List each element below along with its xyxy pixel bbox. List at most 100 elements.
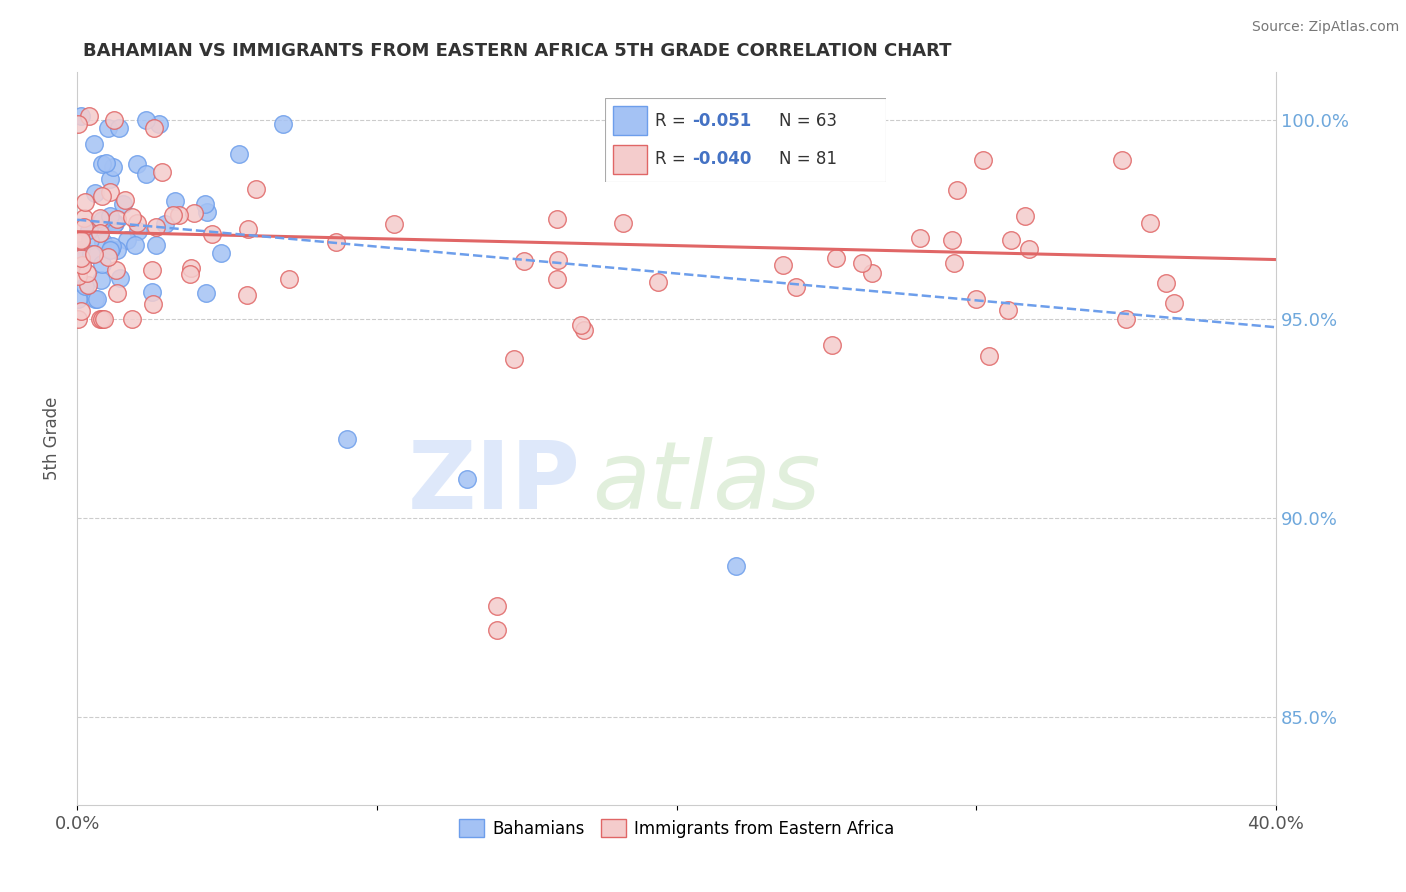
- Point: [547, 253, 569, 268]
- Point: [77, 109, 100, 123]
- Point: [169, 208, 191, 222]
- Point: [108, 121, 131, 136]
- Point: [111, 197, 134, 211]
- Point: [485, 623, 508, 637]
- Point: [946, 183, 969, 197]
- Point: [100, 242, 122, 256]
- Point: [91, 157, 114, 171]
- Point: [941, 233, 963, 247]
- Point: [612, 216, 634, 230]
- Point: [79, 233, 101, 247]
- Point: [73, 194, 96, 209]
- Point: [785, 280, 807, 294]
- Point: [1163, 296, 1185, 310]
- Legend: Bahamians, Immigrants from Eastern Africa: Bahamians, Immigrants from Eastern Afric…: [451, 813, 901, 845]
- Point: [121, 312, 143, 326]
- Point: [70, 233, 93, 247]
- Point: [105, 262, 128, 277]
- Point: [121, 210, 143, 224]
- Y-axis label: 5th Grade: 5th Grade: [44, 397, 60, 481]
- Point: [162, 208, 184, 222]
- Point: [90, 212, 112, 227]
- Point: [90, 189, 112, 203]
- Point: [67, 117, 90, 131]
- Point: [382, 218, 405, 232]
- Point: [103, 113, 125, 128]
- Point: [70, 253, 93, 268]
- Point: [127, 224, 149, 238]
- Point: [83, 186, 105, 200]
- Point: [236, 287, 259, 301]
- Point: [77, 278, 100, 293]
- Point: [200, 227, 222, 241]
- Point: [512, 254, 534, 268]
- Point: [977, 349, 1000, 363]
- Text: Source: ZipAtlas.com: Source: ZipAtlas.com: [1251, 20, 1399, 34]
- Point: [647, 275, 669, 289]
- Point: [69, 252, 91, 266]
- Point: [70, 234, 93, 248]
- Point: [143, 121, 166, 136]
- Point: [97, 251, 120, 265]
- Point: [69, 244, 91, 258]
- Point: [942, 256, 965, 270]
- Point: [1139, 216, 1161, 230]
- Point: [90, 273, 112, 287]
- Point: [103, 217, 125, 231]
- Point: [194, 196, 217, 211]
- Point: [72, 258, 94, 272]
- Point: [180, 261, 202, 276]
- Point: [115, 234, 138, 248]
- Point: [83, 247, 105, 261]
- Point: [135, 113, 157, 128]
- Point: [66, 312, 89, 326]
- Point: [105, 212, 128, 227]
- Point: [211, 246, 233, 260]
- Point: [1014, 209, 1036, 223]
- Point: [83, 137, 105, 152]
- Point: [76, 266, 98, 280]
- Point: [228, 147, 250, 161]
- Point: [70, 303, 93, 318]
- Point: [105, 285, 128, 300]
- Point: [80, 247, 103, 261]
- Point: [1018, 242, 1040, 256]
- Point: [104, 216, 127, 230]
- Point: [67, 269, 90, 284]
- Point: [141, 263, 163, 277]
- Point: [245, 182, 267, 196]
- Point: [1111, 153, 1133, 167]
- Point: [1000, 233, 1022, 247]
- Point: [73, 211, 96, 225]
- Point: [142, 297, 165, 311]
- Point: [195, 285, 218, 300]
- Point: [89, 211, 111, 226]
- Point: [825, 251, 848, 265]
- Point: [101, 239, 124, 253]
- Point: [91, 235, 114, 249]
- Point: [124, 238, 146, 252]
- Point: [73, 278, 96, 293]
- Point: [114, 193, 136, 207]
- Point: [503, 352, 526, 367]
- Point: [165, 194, 187, 208]
- Point: [772, 258, 794, 272]
- Point: [1156, 276, 1178, 290]
- Point: [108, 271, 131, 285]
- Point: [965, 293, 987, 307]
- Point: [278, 272, 301, 286]
- Point: [93, 312, 115, 326]
- Text: BAHAMIAN VS IMMIGRANTS FROM EASTERN AFRICA 5TH GRADE CORRELATION CHART: BAHAMIAN VS IMMIGRANTS FROM EASTERN AFRI…: [83, 42, 952, 60]
- Point: [125, 217, 148, 231]
- Point: [972, 153, 994, 167]
- Point: [145, 238, 167, 252]
- Point: [103, 160, 125, 174]
- Point: [98, 185, 121, 199]
- Point: [150, 165, 173, 179]
- Point: [141, 285, 163, 299]
- Point: [574, 323, 596, 337]
- Point: [195, 204, 218, 219]
- Point: [485, 599, 508, 613]
- Point: [86, 293, 108, 307]
- Point: [725, 559, 748, 574]
